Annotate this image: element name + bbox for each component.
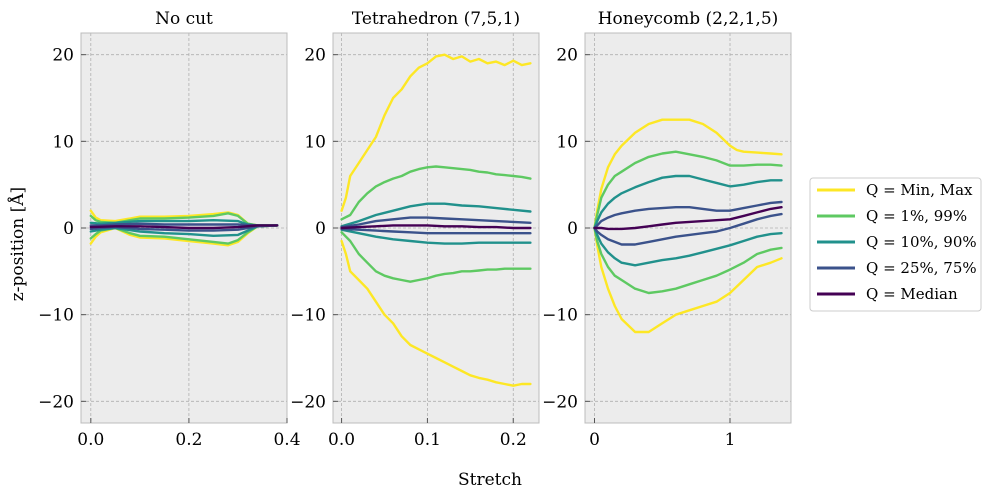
x-tick-label: 0.0 [328,430,355,450]
subplot-1: 0.0 0.1 0.2 −20 −10 0 10 20 Tetrahedron (7,5,1) [290,9,540,450]
x-tick-label: 0.1 [414,430,441,450]
y-tick-label: −10 [290,306,326,326]
y-tick-label: 20 [304,46,326,66]
x-tick-label: 0.0 [77,430,104,450]
legend-entry-1: Q = 1%, 99% [817,207,967,225]
series-line [340,231,532,283]
subplot-title: Tetrahedron (7,5,1) [352,9,520,29]
y-tick-label: −20 [542,392,578,412]
y-tick-label: 0 [315,219,326,239]
y-tick-label: −10 [38,306,74,326]
series-line [340,216,532,229]
legend-frame [809,177,982,312]
series-line [340,224,532,230]
y-tick-label: −20 [290,392,326,412]
series-line [593,212,783,246]
series-line [593,174,783,230]
legend-label: Q = 10%, 90% [866,233,977,251]
subplot-title: No cut [155,9,213,29]
y-tick-label: 20 [52,46,74,66]
y-tick-label: −20 [38,392,74,412]
series-line [89,224,279,230]
x-tick-label: 1 [725,430,736,450]
y-tick-label: −10 [542,306,578,326]
series-line [593,118,783,230]
subplot-2: 0 1 −20 −10 0 10 20 Honeycomb (2,2,1,5) [542,9,792,450]
y-tick-label: 0 [63,219,74,239]
series-line [593,150,783,230]
series-line [340,239,532,387]
y-tick-label: 10 [52,132,74,152]
y-tick-label: 10 [556,132,578,152]
subplot-0: 0.0 0.2 0.4 −20 −10 0 10 20 No cut [38,9,300,450]
series-line [340,165,532,221]
series-line [89,212,279,227]
y-tick-label: 20 [556,46,578,66]
series-line [340,53,532,212]
legend-entry-2: Q = 10%, 90% [817,233,977,251]
legend-entry-0: Q = Min, Max [817,181,973,199]
legend: Q = Min, Max Q = 1%, 99% Q = 10%, 90% Q … [809,177,982,312]
series-line [593,226,783,267]
y-axis-label: z-position [Å] [7,187,28,301]
series-line [340,228,532,245]
series-line [593,200,783,230]
legend-label: Q = 25%, 75% [866,259,977,277]
series-line [593,205,783,231]
series-line [593,226,783,295]
x-tick-label: 0.4 [273,430,300,450]
legend-entry-3: Q = 25%, 75% [817,259,977,277]
legend-label: Q = Median [866,285,958,303]
series-line [89,222,279,227]
legend-label: Q = 1%, 99% [866,207,967,225]
series-line [593,226,783,334]
subplot-title: Honeycomb (2,2,1,5) [598,9,779,29]
x-tick-label: 0.2 [500,430,527,450]
legend-label: Q = Min, Max [866,181,973,199]
legend-entry-4: Q = Median [817,285,958,303]
x-tick-label: 0 [589,430,600,450]
y-tick-label: 0 [567,219,578,239]
series-line [340,202,532,228]
x-axis-label: Stretch [458,470,522,490]
y-tick-label: 10 [304,132,326,152]
series-line [340,227,532,235]
x-tick-label: 0.2 [175,430,202,450]
